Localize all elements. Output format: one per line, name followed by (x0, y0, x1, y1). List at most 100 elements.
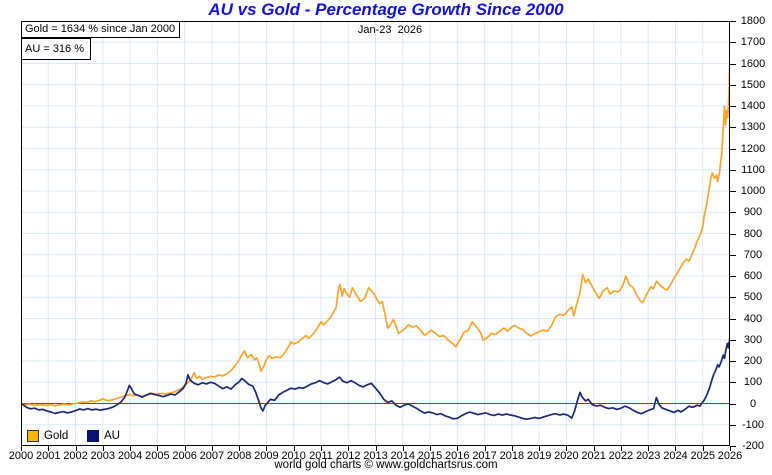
series-line-gold (21, 55, 730, 407)
y-axis-tick (730, 233, 736, 235)
x-axis-tick (566, 446, 568, 451)
x-axis-tick (157, 446, 159, 451)
x-axis-tick (702, 446, 704, 451)
y-axis-tick (730, 169, 736, 171)
x-axis-tick (130, 446, 132, 451)
x-axis-label: 2010 (281, 450, 306, 462)
x-axis-tick (730, 446, 731, 451)
x-axis-tick (293, 446, 295, 451)
x-axis-tick (21, 446, 22, 451)
x-axis-label: 2015 (417, 450, 443, 462)
series-line-au (21, 335, 730, 421)
y-axis-tick (730, 446, 736, 447)
x-axis-tick (402, 446, 404, 451)
x-axis-tick (239, 446, 241, 451)
chart-footer: world gold charts © www.goldchartsrus.co… (274, 459, 498, 471)
x-axis-label: 2021 (581, 450, 606, 462)
y-axis-label: 100 (743, 376, 763, 389)
x-axis-tick (211, 446, 213, 451)
x-axis-tick (648, 446, 650, 451)
legend-label-au: AU (104, 430, 120, 442)
x-axis-tick (457, 446, 459, 451)
chart-title: AU vs Gold - Percentage Growth Since 200… (208, 0, 564, 19)
x-axis-label: 2007 (199, 450, 225, 462)
x-axis-tick (430, 446, 432, 451)
y-axis-tick (730, 276, 736, 277)
y-axis-label: 1100 (741, 163, 765, 176)
y-axis-label: 1600 (740, 57, 766, 70)
y-axis-label: 1000 (740, 185, 766, 197)
plot-area (21, 21, 730, 446)
y-axis-tick (730, 21, 736, 22)
x-axis-label: 2013 (363, 450, 388, 462)
x-axis-label: 2008 (226, 450, 252, 462)
y-axis-label: 1400 (740, 100, 766, 112)
x-axis-label: 2003 (90, 450, 116, 462)
x-axis-label: 2001 (36, 450, 61, 462)
y-axis-label: 1700 (740, 36, 766, 49)
legend-item-gold: Gold (27, 430, 87, 442)
legend-label-gold: Gold (44, 430, 69, 442)
gold-swatch-icon (27, 430, 39, 442)
au-summary-annotation: AU = 316 % (21, 38, 92, 60)
x-axis-label: 2005 (145, 450, 170, 462)
x-axis-label: 2002 (63, 450, 88, 462)
y-axis-tick (730, 212, 736, 214)
chart-legend: Gold AU (27, 429, 147, 443)
legend-item-au: AU (87, 430, 147, 442)
y-axis-label: -100 (741, 418, 765, 431)
x-axis-label: 2004 (117, 450, 143, 462)
x-axis-label: 2011 (309, 450, 333, 462)
x-axis-label: 2017 (472, 450, 497, 462)
x-axis-label: 2016 (445, 450, 470, 462)
y-axis-label: 1300 (740, 121, 766, 134)
x-axis-tick (675, 446, 677, 451)
plot-border (21, 21, 730, 446)
y-axis-label: 500 (743, 291, 763, 304)
y-axis-tick (730, 127, 736, 129)
x-axis-tick (593, 446, 595, 451)
x-axis-tick (348, 446, 350, 451)
y-axis-label: 400 (743, 312, 763, 325)
y-axis-label: 900 (743, 206, 763, 219)
y-axis-label: 200 (743, 355, 763, 367)
y-axis-tick (730, 297, 736, 299)
x-axis-tick (184, 446, 186, 451)
y-axis-label: 800 (743, 227, 763, 240)
x-axis-label: 2000 (8, 450, 34, 462)
x-axis-label: 2023 (635, 450, 661, 462)
y-axis-tick (730, 318, 736, 320)
y-axis-tick (730, 191, 736, 192)
y-axis-tick (730, 84, 736, 86)
y-axis-tick (730, 403, 736, 405)
y-axis-tick (730, 148, 736, 150)
y-axis-tick (730, 42, 736, 44)
x-axis-tick (266, 446, 268, 451)
x-axis-tick (102, 446, 104, 451)
x-axis-label: 2012 (335, 450, 361, 462)
x-axis-label: 2006 (172, 450, 197, 462)
x-axis-tick (484, 446, 486, 451)
x-axis-tick (375, 446, 377, 451)
x-axis-label: 2026 (717, 450, 743, 462)
x-axis-label: 2009 (254, 450, 279, 462)
x-axis-tick (620, 446, 622, 451)
y-axis-tick (730, 63, 736, 65)
y-axis-tick (730, 382, 736, 384)
y-axis-tick (730, 106, 736, 107)
x-axis-label: 2020 (554, 450, 579, 462)
chart-date-label: Jan-23 2026 (357, 24, 423, 36)
x-axis-label: 2025 (690, 450, 715, 462)
y-axis-label: 600 (743, 270, 763, 282)
y-axis-tick (730, 424, 736, 426)
x-axis-tick (75, 446, 77, 451)
y-axis-label: 1800 (740, 15, 766, 27)
y-axis-label: 1200 (740, 142, 766, 155)
x-axis-label: 2018 (499, 450, 525, 462)
x-axis-tick (539, 446, 541, 451)
y-axis-label: 700 (743, 248, 763, 261)
x-axis-label: 2022 (608, 450, 634, 462)
y-axis-tick (730, 361, 736, 362)
au-swatch-icon (87, 430, 99, 442)
